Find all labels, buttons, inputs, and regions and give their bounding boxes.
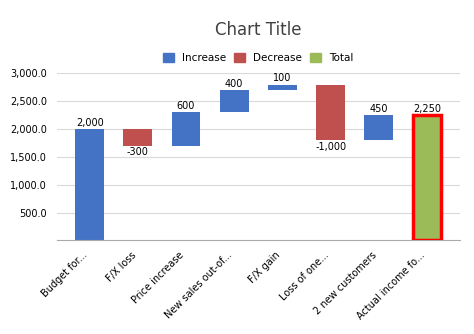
Bar [365, 115, 393, 140]
Bar [75, 129, 104, 240]
Bar [220, 90, 249, 113]
Text: 100: 100 [273, 73, 292, 83]
Text: -300: -300 [127, 147, 149, 157]
Text: -1,000: -1,000 [315, 142, 346, 152]
Text: 2,250: 2,250 [413, 104, 441, 114]
Legend: Increase, Decrease, Total: Increase, Decrease, Total [159, 49, 358, 67]
Bar [172, 113, 201, 146]
Bar [123, 129, 152, 146]
Text: 450: 450 [370, 104, 388, 114]
Text: 400: 400 [225, 79, 244, 89]
Bar [412, 115, 441, 240]
Title: Chart Title: Chart Title [215, 21, 301, 39]
Text: 600: 600 [177, 101, 195, 111]
Bar [316, 85, 345, 140]
Text: 2,000: 2,000 [76, 118, 103, 128]
Bar [268, 85, 297, 90]
